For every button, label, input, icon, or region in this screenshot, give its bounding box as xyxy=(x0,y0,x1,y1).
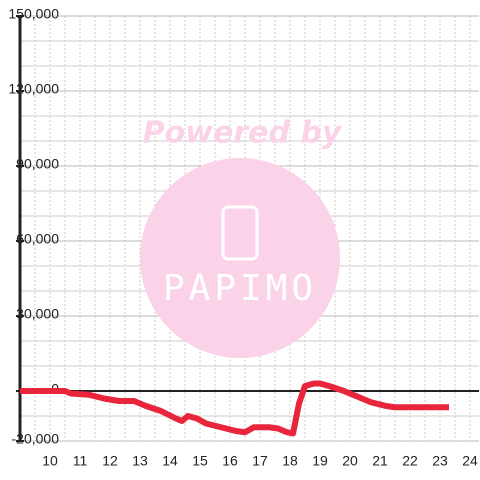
x-tick-label: 18 xyxy=(282,453,298,469)
data-line xyxy=(20,380,449,437)
watermark: Powered by PAPIMO xyxy=(140,116,343,358)
x-tick-label: 22 xyxy=(402,453,418,469)
x-tick-label: 21 xyxy=(372,453,388,469)
x-tick-label: 23 xyxy=(432,453,448,469)
x-tick-label: 19 xyxy=(312,453,328,469)
watermark-logo: PAPIMO xyxy=(163,268,317,309)
x-tick-label: 17 xyxy=(252,453,268,469)
x-tick-label: 13 xyxy=(132,453,148,469)
y-tick-label: 150,000 xyxy=(8,6,59,22)
x-tick-label: 20 xyxy=(342,453,358,469)
y-tick-label: 30,000 xyxy=(16,306,59,322)
watermark-phone xyxy=(221,205,259,261)
y-tick-label: 120,000 xyxy=(8,81,59,97)
x-tick-label: 10 xyxy=(42,453,58,469)
x-tick-label: 12 xyxy=(102,453,118,469)
y-tick-label: 60,000 xyxy=(16,231,59,247)
x-tick-label: 15 xyxy=(192,453,208,469)
y-tick-label: -20,000 xyxy=(12,431,60,447)
x-tick-label: 14 xyxy=(162,453,178,469)
x-tick-label: 11 xyxy=(73,453,88,469)
x-tick-label: 16 xyxy=(222,453,238,469)
y-tick-label: 90,000 xyxy=(16,156,59,172)
watermark-text: Powered by xyxy=(143,116,343,151)
x-tick-label: 24 xyxy=(462,453,478,469)
